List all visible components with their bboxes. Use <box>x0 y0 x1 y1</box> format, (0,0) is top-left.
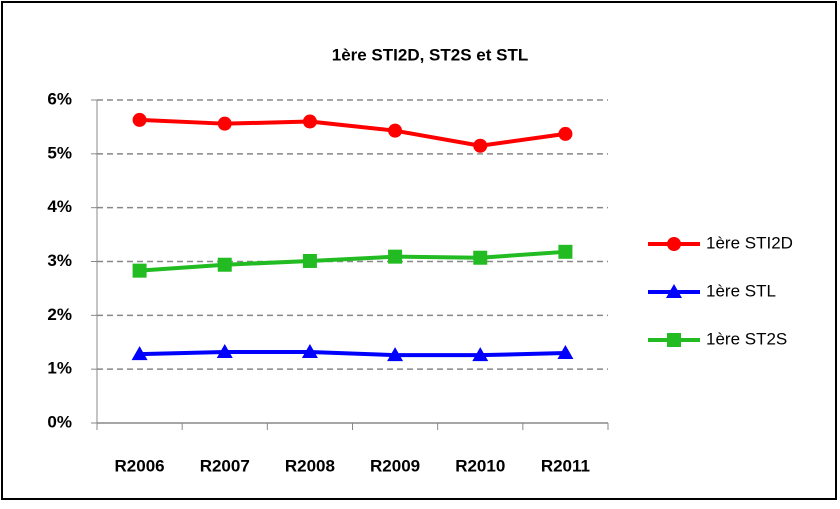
legend-marker <box>666 284 682 298</box>
data-point <box>388 123 403 138</box>
legend-label: 1ère ST2S <box>706 329 787 348</box>
y-tick-label: 6% <box>47 89 72 108</box>
data-point <box>557 345 574 360</box>
data-point <box>473 138 488 153</box>
x-tick-label: R2009 <box>370 456 420 475</box>
data-point <box>217 257 232 272</box>
x-tick-label: R2007 <box>200 456 250 475</box>
data-point <box>302 253 317 268</box>
data-point <box>473 250 488 265</box>
x-tick-label: R2010 <box>455 456 505 475</box>
y-tick-label: 1% <box>47 359 72 378</box>
series-line <box>139 249 566 273</box>
y-tick-label: 4% <box>47 197 72 216</box>
y-tick-label: 0% <box>47 412 72 431</box>
series-line <box>139 117 566 148</box>
x-tick-label: R2011 <box>541 456 590 475</box>
x-tick-label: R2008 <box>285 456 335 475</box>
data-point <box>301 343 318 358</box>
y-tick-label: 3% <box>47 251 72 270</box>
y-tick-label: 2% <box>47 305 72 324</box>
data-point <box>132 263 147 278</box>
data-point <box>388 249 403 264</box>
chart-title: 1ère STI2D, ST2S et STL <box>332 45 529 64</box>
x-tick-label: R2006 <box>115 456 165 475</box>
legend-marker <box>667 237 681 251</box>
legend-label: 1ère STI2D <box>706 233 793 252</box>
y-tick-label: 5% <box>47 143 72 162</box>
legend-marker <box>667 333 681 347</box>
data-point <box>131 346 148 361</box>
data-point <box>558 126 573 141</box>
data-point <box>216 343 233 358</box>
legend-label: 1ère STL <box>706 281 776 300</box>
data-point <box>387 347 404 362</box>
data-point <box>132 112 147 127</box>
data-point <box>472 347 489 362</box>
data-point <box>558 244 573 259</box>
chart-frame <box>1 1 837 500</box>
data-point <box>302 114 317 129</box>
data-point <box>217 116 232 131</box>
series-line <box>139 349 566 358</box>
